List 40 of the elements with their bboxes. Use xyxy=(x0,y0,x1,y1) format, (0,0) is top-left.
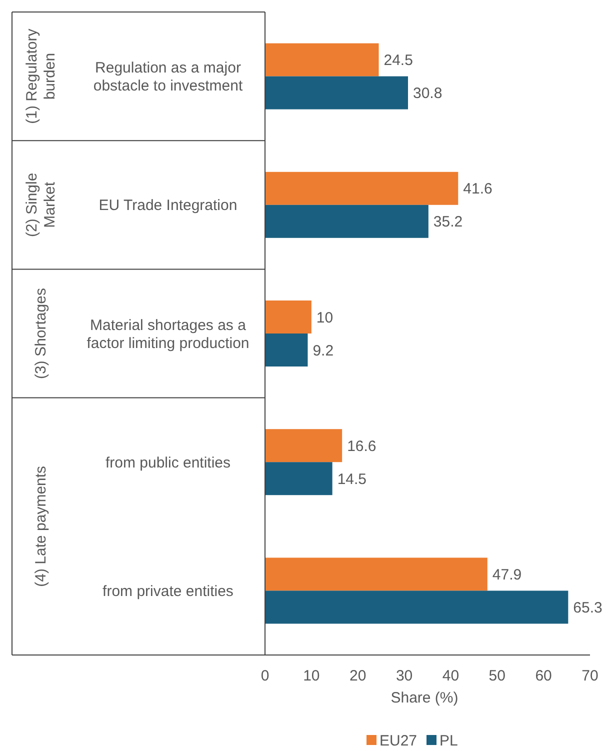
y-tick-label: EU Trade Integration xyxy=(98,197,238,214)
text: (1) Regulatory burden xyxy=(23,28,58,124)
bar xyxy=(265,43,379,76)
x-tick-label: 30 xyxy=(396,667,413,684)
bar xyxy=(265,204,428,238)
x-axis-title: Share (%) xyxy=(390,689,458,706)
bar xyxy=(265,462,332,496)
bar xyxy=(265,76,408,110)
data-label: 30.8 xyxy=(413,85,442,102)
bar xyxy=(265,558,488,591)
bar xyxy=(265,590,568,624)
bar xyxy=(265,429,342,462)
y-tick-label: from private entities xyxy=(102,582,234,600)
x-tick-label: 40 xyxy=(442,667,460,684)
y-tick-label: Regulation as a major obstacle to investment xyxy=(93,60,244,95)
x-tick-label: 0 xyxy=(260,667,270,684)
legend-label: PL xyxy=(440,732,458,750)
bar xyxy=(265,172,458,205)
data-label: 10 xyxy=(316,309,334,326)
data-label: 47.9 xyxy=(492,566,522,584)
bar xyxy=(265,300,312,334)
y-tick-label: Material shortages as a factor limiting production xyxy=(86,316,250,352)
legend-label: EU27 xyxy=(380,732,418,750)
data-label: 24.5 xyxy=(384,52,413,70)
text: (2) Single Market xyxy=(23,172,58,237)
data-label: 14.5 xyxy=(337,470,367,488)
text: (3) Shortages xyxy=(32,288,50,379)
x-tick-label: 50 xyxy=(488,667,506,684)
y-tick-label: from public entities xyxy=(105,454,231,472)
x-tick-label: 60 xyxy=(535,667,552,684)
text: (4) Late payments xyxy=(32,466,50,587)
x-tick-label: 10 xyxy=(303,667,320,684)
data-label: 9.2 xyxy=(312,342,334,360)
data-label: 65.3 xyxy=(573,599,602,616)
data-label: 41.6 xyxy=(463,180,492,198)
data-label: 35.2 xyxy=(433,214,463,231)
data-label: 16.6 xyxy=(347,438,376,455)
bar xyxy=(265,334,308,366)
x-tick-label: 20 xyxy=(350,667,366,684)
x-tick-label: 70 xyxy=(582,667,598,684)
